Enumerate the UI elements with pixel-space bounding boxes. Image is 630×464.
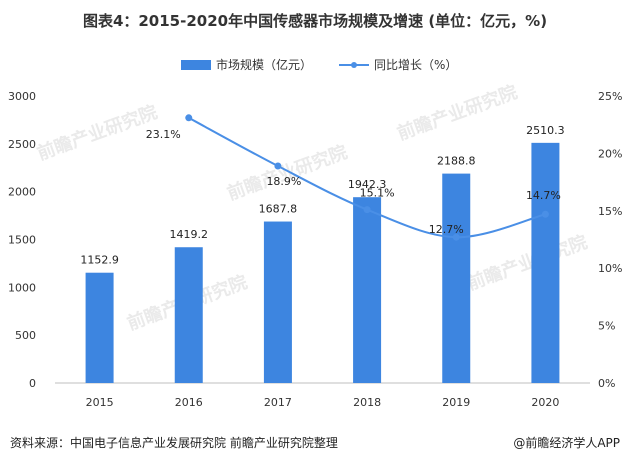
bar [353,197,382,383]
growth-value-label: 23.1% [146,128,181,141]
y-left-tick-label: 3000 [8,90,36,103]
bar-value-label: 1419.2 [170,228,209,241]
legend-bar-swatch [181,60,211,70]
legend-line-marker [351,62,357,68]
bar [174,247,203,383]
x-tick-label: 2016 [175,396,203,409]
bar [263,221,292,383]
bar-value-label: 1687.8 [259,203,298,216]
y-left-tick-label: 1500 [8,234,36,247]
bar [442,173,471,383]
growth-point [185,114,193,122]
x-tick-label: 2019 [442,396,470,409]
growth-value-label: 14.7% [526,189,561,202]
axes: 0 500 1000 1500 2000 2500 3000 0% 5% 10% 15% 20% 25%… [8,90,622,409]
y-right-tick-label: 10% [598,262,622,275]
growth-point [541,210,549,218]
growth-value-label: 12.7% [429,223,464,236]
y-right-tick-label: 0% [598,377,615,390]
bar-value-label: 1942.3 [348,178,387,191]
growth-point [452,233,460,241]
growth-value-label: 18.9% [266,175,301,188]
legend-line-label: 同比增长（%） [374,58,457,72]
growth-value-label: 15.1% [360,187,395,200]
y-right-tick-label: 15% [598,205,622,218]
growth-point [363,206,371,214]
bar-series: 1152.9 1419.2 1687.8 1942.3 2188.8 2510.3 [80,124,565,383]
y-left-tick-label: 500 [15,329,36,342]
y-right-tick-label: 20% [598,147,622,160]
bar [85,272,114,383]
y-left-tick-label: 1000 [8,281,36,294]
bar-value-label: 2188.8 [437,155,476,168]
watermark-layer: 前瞻产业研究院前瞻产业研究院前瞻产业研究院前瞻产业研究院前瞻产业研究院 [34,81,590,335]
line-series: 23.1% 18.9% 15.1% 12.7% 14.7% [146,114,561,241]
x-tick-label: 2015 [86,396,114,409]
x-tick-label: 2018 [353,396,381,409]
y-right-tick-label: 5% [598,320,615,333]
watermark-text: 前瞻产业研究院 [464,231,590,295]
watermark-text: 前瞻产业研究院 [34,101,160,165]
y-left-tick-label: 2500 [8,138,36,151]
brand-note: @前瞻经济学人APP [513,436,620,450]
watermark-text: 前瞻产业研究院 [394,81,520,145]
legend: 市场规模（亿元） 同比增长（%） [181,57,457,72]
bar [531,142,560,383]
x-tick-label: 2017 [264,396,292,409]
growth-point [274,162,282,170]
bar-value-label: 1152.9 [80,254,119,267]
y-left-tick-label: 0 [29,377,36,390]
y-right-tick-label: 25% [598,90,622,103]
watermark-text: 前瞻产业研究院 [224,141,350,205]
x-tick-label: 2020 [531,396,559,409]
chart-title: 图表4：2015-2020年中国传感器市场规模及增速 (单位：亿元，%) [82,12,548,30]
y-left-tick-label: 2000 [8,186,36,199]
bar-value-label: 2510.3 [526,124,565,137]
source-note: 资料来源：中国电子信息产业发展研究院 前瞻产业研究院整理 [10,436,338,450]
legend-bar-label: 市场规模（亿元） [216,57,312,72]
